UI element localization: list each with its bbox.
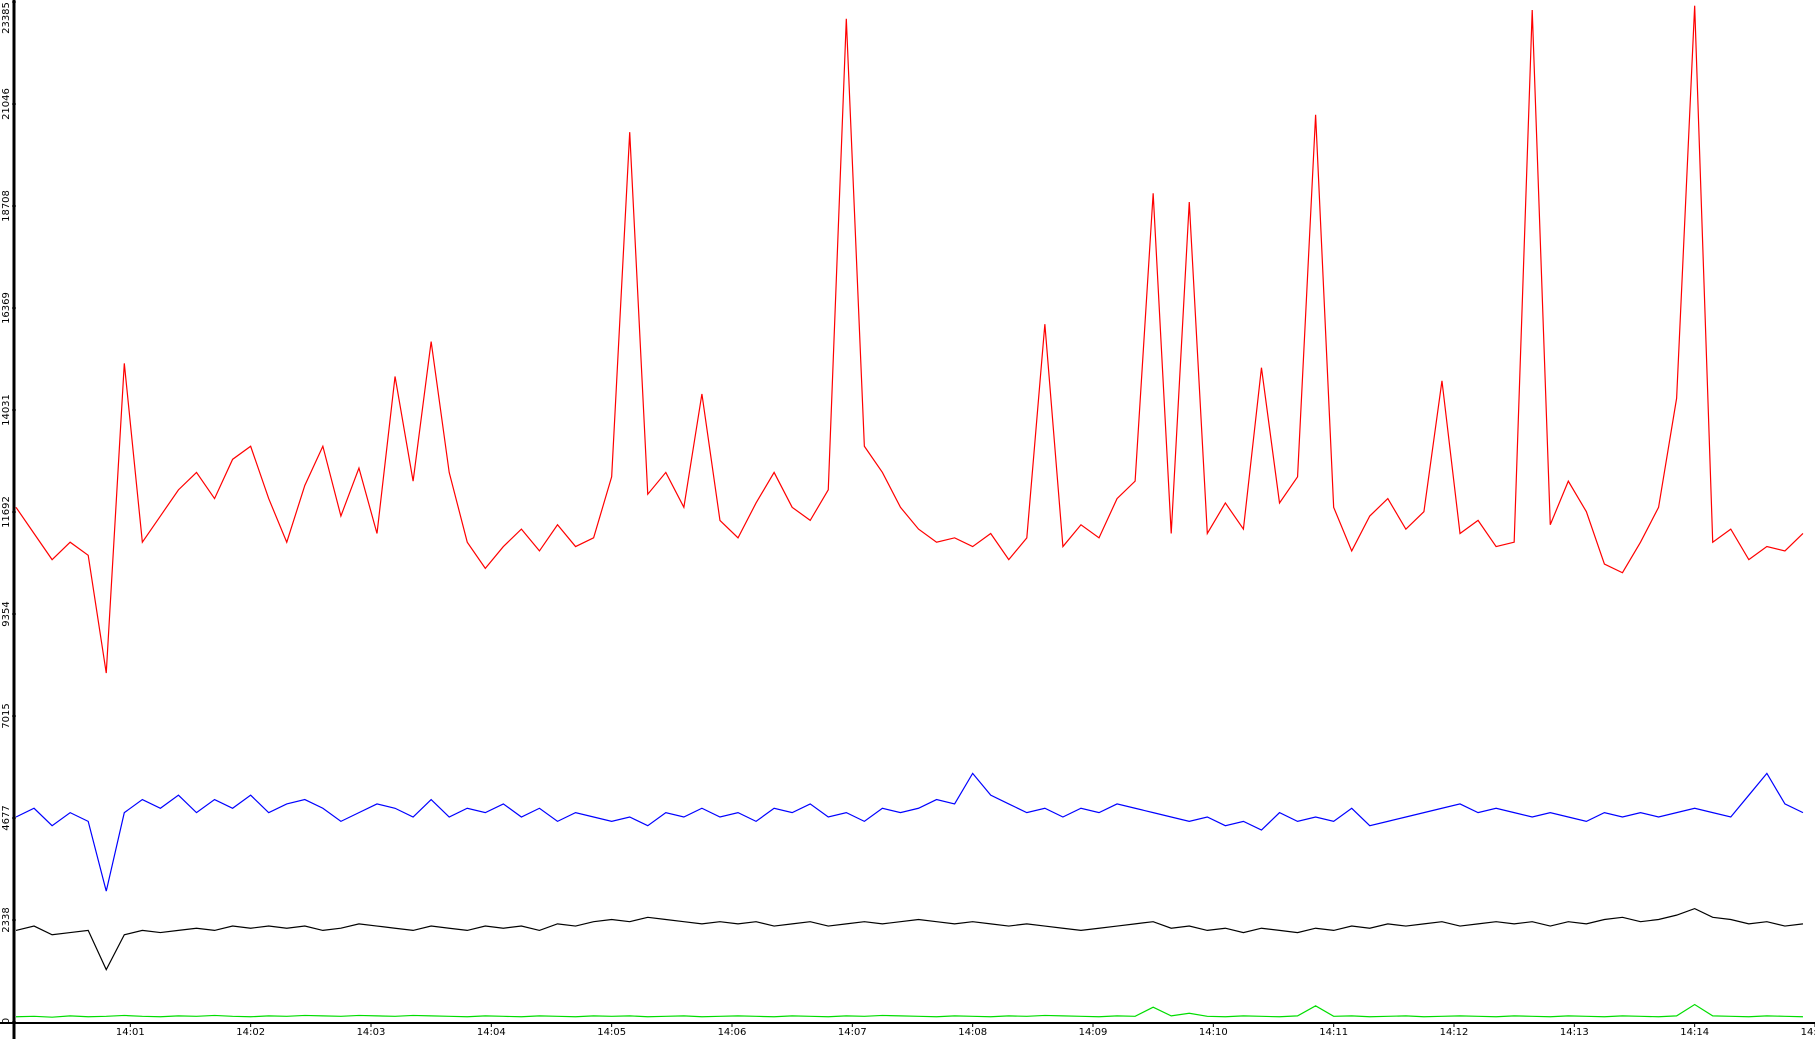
y-tick-label: 21046 bbox=[1, 88, 12, 120]
x-tick-label: 14:12 bbox=[1440, 1027, 1469, 1038]
y-tick-label: 0 bbox=[1, 1018, 12, 1024]
x-tick-label: 14:11 bbox=[1319, 1027, 1348, 1038]
x-tick-label: 14:06 bbox=[718, 1027, 747, 1038]
series-line bbox=[15, 772, 1804, 892]
series-line bbox=[15, 907, 1804, 972]
x-tick-label: 14:03 bbox=[357, 1027, 386, 1038]
x-tick-label: 14:09 bbox=[1079, 1027, 1108, 1038]
y-tick-label: 14031 bbox=[1, 394, 12, 426]
y-tick-label: 7015 bbox=[1, 703, 12, 728]
x-tick-label: 14:05 bbox=[597, 1027, 626, 1038]
series-line bbox=[15, 5, 1804, 674]
x-tick-label: 14:07 bbox=[838, 1027, 867, 1038]
y-tick-label: 23385 bbox=[1, 2, 12, 34]
x-tick-label: 14:15 bbox=[1801, 1027, 1815, 1038]
y-tick-label: 18708 bbox=[1, 190, 12, 222]
x-tick-label: 14:13 bbox=[1560, 1027, 1589, 1038]
x-tick-label: 14:04 bbox=[477, 1027, 506, 1038]
y-tick-label: 9354 bbox=[1, 601, 12, 626]
x-tick-label: 14:08 bbox=[958, 1027, 987, 1038]
x-tick-label: 14:14 bbox=[1680, 1027, 1709, 1038]
x-tick-label: 14:02 bbox=[236, 1027, 265, 1038]
x-tick-label: 14:10 bbox=[1199, 1027, 1228, 1038]
series-line bbox=[15, 1003, 1803, 1018]
x-tick-label: 14:01 bbox=[116, 1027, 145, 1038]
y-tick-label: 16369 bbox=[1, 292, 12, 324]
y-tick-label: 4677 bbox=[1, 805, 12, 830]
y-tick-label: 11692 bbox=[1, 496, 12, 528]
y-tick-label: 2338 bbox=[1, 907, 12, 932]
